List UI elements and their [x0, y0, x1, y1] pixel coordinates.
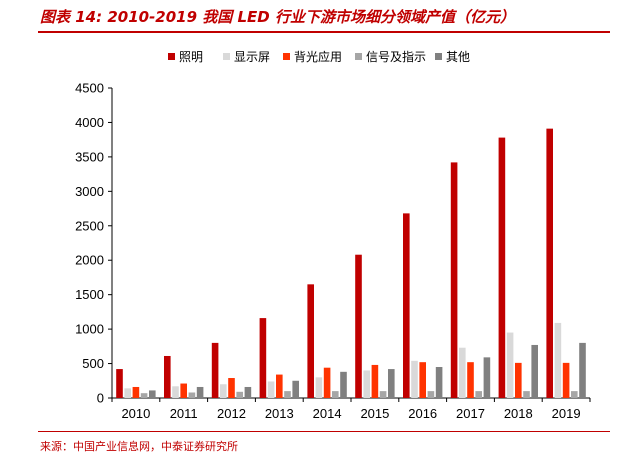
- legend-swatch: [223, 53, 230, 60]
- bar-2011-series-2: [180, 383, 187, 398]
- bar-2017-series-0: [450, 162, 458, 398]
- bar-2012-series-4: [244, 386, 252, 398]
- bar-2011-series-4: [196, 386, 204, 398]
- legend-label: 照明: [179, 50, 203, 64]
- legend-swatch: [435, 53, 442, 60]
- x-tick-label: 2017: [456, 406, 485, 421]
- bar-2018-series-3: [523, 391, 530, 398]
- y-tick-label: 2500: [75, 218, 104, 233]
- bar-2014-series-4: [340, 371, 347, 398]
- footer-divider: [38, 431, 610, 432]
- bar-2014-series-0: [307, 284, 314, 398]
- x-tick-label: 2012: [217, 406, 246, 421]
- legend-swatch: [355, 53, 362, 60]
- bar-2013-series-0: [259, 318, 267, 398]
- legend-swatch: [283, 53, 290, 60]
- chart-axes: [108, 87, 591, 402]
- x-tick-label: 2014: [313, 406, 342, 421]
- x-tick-label: 2010: [121, 406, 150, 421]
- bar-2014-series-2: [323, 367, 331, 398]
- bar-2016-series-3: [427, 391, 435, 398]
- legend-label: 背光应用: [294, 49, 342, 64]
- bar-2019-series-1: [554, 322, 562, 398]
- bar-2011-series-3: [188, 392, 196, 398]
- bar-2018-series-2: [515, 362, 522, 398]
- chart-legend: 照明 显示屏 背光应用 信号及指示 其他: [168, 49, 470, 64]
- bar-2013-series-1: [267, 381, 275, 398]
- chart-bars: [116, 128, 586, 398]
- bar-2019-series-4: [579, 342, 586, 398]
- legend-label: 信号及指示: [366, 49, 426, 64]
- bar-2015-series-0: [355, 254, 362, 398]
- bar-2014-series-1: [315, 377, 323, 398]
- y-tick-label: 3500: [75, 149, 104, 164]
- legend-item: 背光应用: [283, 49, 342, 64]
- bar-2013-series-2: [276, 374, 283, 398]
- bar-2018-series-0: [498, 137, 506, 398]
- bar-2013-series-3: [284, 391, 291, 398]
- bar-2012-series-1: [220, 384, 227, 398]
- x-axis-labels: 2010 2011 2012 2013 2014 2015 2016 2017 2018 2019: [121, 406, 580, 421]
- bar-2016-series-2: [419, 362, 426, 398]
- bar-2016-series-0: [403, 213, 410, 398]
- bar-2011-series-1: [172, 386, 179, 398]
- bar-2014-series-3: [332, 391, 339, 398]
- bar-2017-series-1: [459, 347, 466, 398]
- bar-2010-series-0: [116, 369, 123, 398]
- bar-2013-series-4: [292, 380, 299, 398]
- title-divider: [38, 31, 610, 33]
- y-tick-label: 1500: [75, 287, 104, 302]
- bar-2019-series-0: [546, 128, 553, 398]
- bar-2015-series-1: [363, 370, 370, 398]
- bar-2018-series-1: [506, 332, 514, 398]
- legend-label: 其他: [446, 50, 470, 64]
- y-tick-label: 1000: [75, 322, 104, 337]
- bar-2010-series-2: [132, 386, 140, 398]
- y-tick-label: 4500: [75, 81, 104, 96]
- bar-2017-series-3: [475, 391, 482, 398]
- x-tick-label: 2011: [170, 406, 198, 421]
- bar-2019-series-2: [562, 362, 570, 398]
- bar-2019-series-3: [571, 391, 578, 398]
- x-tick-label: 2015: [360, 406, 389, 421]
- legend-item: 其他: [435, 50, 470, 64]
- legend-label: 显示屏: [234, 50, 270, 64]
- bar-2016-series-4: [435, 367, 443, 398]
- bar-2012-series-0: [211, 342, 219, 398]
- y-tick-label: 4000: [75, 115, 104, 130]
- bar-2018-series-4: [531, 344, 538, 398]
- bar-2010-series-1: [124, 388, 131, 398]
- bar-2017-series-4: [483, 357, 491, 398]
- bar-2010-series-4: [149, 390, 156, 398]
- y-tick-label: 2000: [75, 253, 104, 268]
- bar-2015-series-4: [388, 369, 395, 398]
- x-tick-label: 2019: [552, 406, 581, 421]
- bar-2015-series-3: [379, 391, 387, 398]
- bar-2012-series-3: [236, 391, 243, 398]
- y-tick-label: 500: [82, 356, 104, 371]
- y-tick-label: 3000: [75, 184, 104, 199]
- x-tick-label: 2013: [265, 406, 294, 421]
- source-note: 来源：中国产业信息网，中泰证券研究所: [40, 440, 238, 453]
- bar-2011-series-0: [164, 355, 171, 398]
- legend-item: 信号及指示: [355, 49, 426, 64]
- bar-2015-series-2: [371, 364, 379, 398]
- bar-2017-series-2: [467, 362, 474, 398]
- legend-item: 显示屏: [223, 50, 270, 64]
- legend-swatch: [168, 53, 175, 60]
- bar-2010-series-3: [140, 393, 148, 398]
- y-tick-label: 0: [97, 391, 104, 406]
- y-axis-labels: 0 500 1000 1500 2000 2500 3000 3500 4000 4500: [75, 81, 104, 406]
- x-tick-label: 2016: [408, 406, 437, 421]
- chart-title: 图表 14: 2010-2019 我国 LED 行业下游市场细分领域产值（亿元）: [40, 8, 515, 26]
- x-tick-label: 2018: [504, 406, 533, 421]
- bar-2012-series-2: [228, 378, 235, 398]
- bar-2016-series-1: [411, 360, 418, 398]
- legend-item: 照明: [168, 50, 203, 64]
